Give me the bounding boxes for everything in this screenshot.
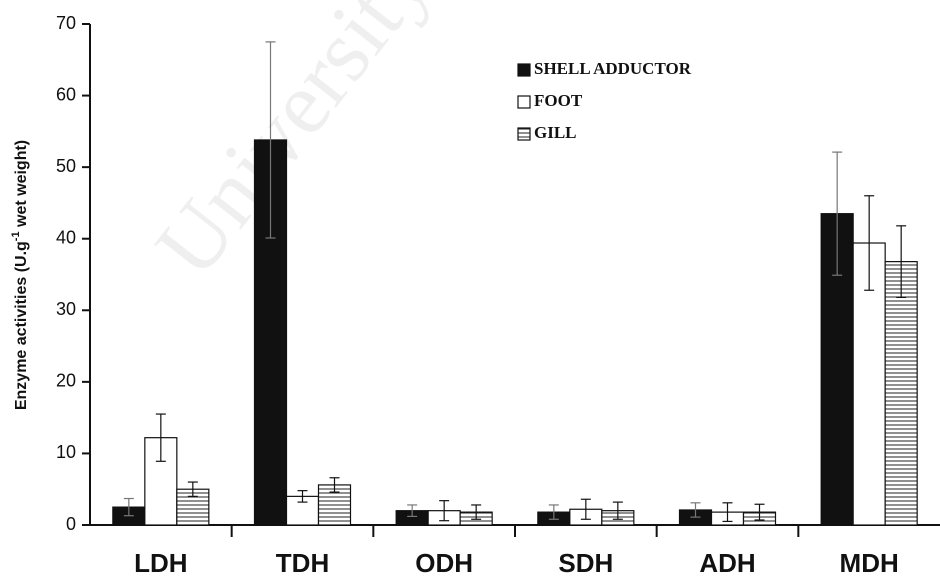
x-tick-label: ADH — [699, 548, 755, 578]
y-tick-label: 0 — [66, 514, 76, 534]
error-bar — [329, 477, 340, 493]
bar — [884, 261, 918, 526]
error-bar — [548, 504, 559, 520]
error-bar — [690, 502, 701, 518]
y-label-text: Enzyme activities (U.g — [13, 241, 30, 410]
x-tick-label: TDH — [276, 548, 329, 578]
legend-swatch — [517, 127, 531, 141]
legend-swatch — [517, 63, 531, 77]
y-tick-label: 60 — [56, 84, 76, 104]
x-tick-label: LDH — [134, 548, 187, 578]
error-bar — [187, 481, 198, 497]
legend-label: FOOT — [534, 91, 583, 110]
error-bar — [471, 504, 482, 520]
error-bar — [832, 151, 843, 276]
legend-label: SHELL ADDUCTOR — [534, 59, 692, 78]
error-bar — [864, 195, 875, 291]
error-bar — [265, 41, 276, 239]
y-tick-label: 20 — [56, 371, 76, 391]
y-tick-label: 10 — [56, 442, 76, 462]
error-bar — [612, 501, 623, 520]
error-bar — [754, 503, 765, 521]
error-bar — [155, 413, 166, 462]
error-bar — [722, 502, 733, 523]
y-tick-label: 50 — [56, 156, 76, 176]
x-tick-label: MDH — [840, 548, 899, 578]
y-tick-label: 70 — [56, 13, 76, 33]
y-tick-label: 40 — [56, 227, 76, 247]
x-tick-label: SDH — [558, 548, 613, 578]
error-bar — [407, 504, 418, 518]
x-tick-label: ODH — [415, 548, 473, 578]
watermark: University — [137, 0, 449, 295]
error-bar — [896, 225, 907, 299]
error-bar — [123, 497, 134, 517]
y-label-sup: -1 — [10, 231, 22, 241]
y-axis-label: Enzyme activities (U.g-1 wet weight) — [10, 140, 30, 410]
legend-label: GILL — [534, 123, 577, 142]
y-label-text: wet weight) — [13, 140, 30, 232]
error-bar — [439, 500, 450, 522]
error-bar — [580, 498, 591, 520]
error-bar — [297, 490, 308, 503]
y-tick-label: 30 — [56, 299, 76, 319]
legend-swatch — [517, 95, 531, 109]
